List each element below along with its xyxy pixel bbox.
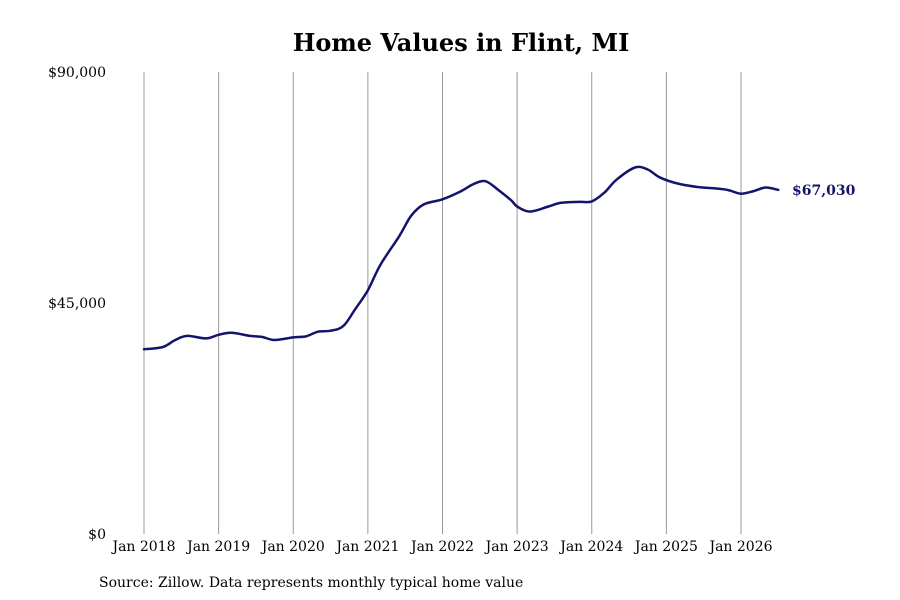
x-tick-label: Jan 2021 — [334, 539, 399, 555]
y-tick-label: $0 — [88, 527, 106, 543]
y-axis: $0 $45,000 $90,000 — [48, 65, 106, 543]
y-tick-label: $90,000 — [48, 65, 106, 81]
y-tick-label: $45,000 — [48, 296, 106, 312]
x-tick-label: Jan 2024 — [558, 539, 623, 555]
gridlines — [143, 72, 742, 534]
x-tick-label: Jan 2018 — [110, 539, 175, 555]
chart-title: Home Values in Flint, MI — [293, 28, 630, 57]
series-line — [142, 165, 780, 351]
x-tick-label: Jan 2022 — [409, 539, 474, 555]
end-value-label: $67,030 — [792, 183, 856, 199]
x-tick-label: Jan 2019 — [185, 539, 250, 555]
x-axis: Jan 2018 Jan 2019 Jan 2020 Jan 2021 Jan 2022… — [110, 539, 772, 555]
x-tick-label: Jan 2020 — [260, 539, 325, 555]
x-tick-label: Jan 2026 — [707, 539, 772, 555]
x-tick-label: Jan 2023 — [484, 539, 549, 555]
x-tick-label: Jan 2025 — [633, 539, 698, 555]
series-lines — [142, 165, 780, 351]
source-note: Source: Zillow. Data represents monthly … — [99, 575, 523, 591]
